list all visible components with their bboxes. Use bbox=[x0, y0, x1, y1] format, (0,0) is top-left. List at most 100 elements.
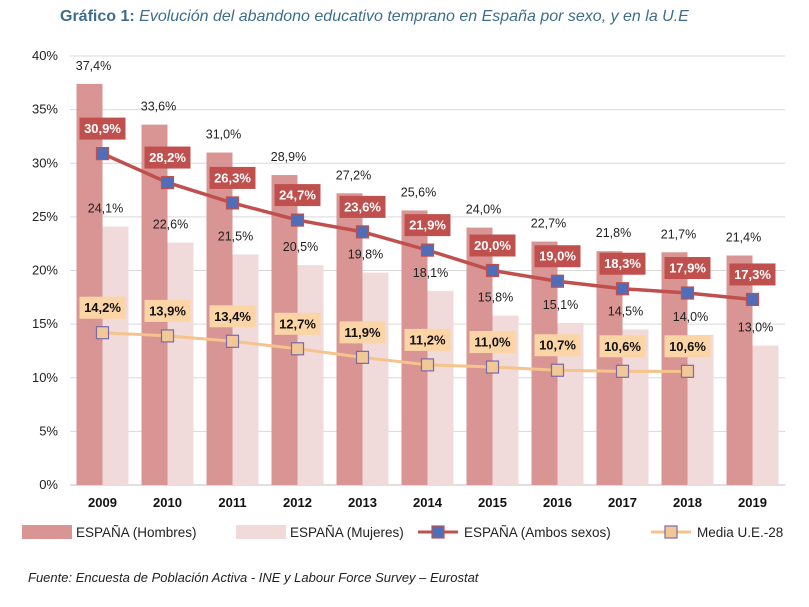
data-label-ue: 11,9% bbox=[344, 325, 381, 340]
marker-ue bbox=[160, 329, 175, 343]
bar-mujeres bbox=[167, 242, 194, 485]
data-label-mujeres: 21,5% bbox=[218, 229, 253, 243]
data-label-hombres: 37,4% bbox=[76, 59, 111, 73]
legend-label: ESPAÑA (Mujeres) bbox=[290, 525, 404, 540]
y-tick-label: 30% bbox=[32, 155, 58, 170]
data-label-hombres: 21,4% bbox=[726, 230, 761, 244]
marker-ue bbox=[225, 334, 240, 348]
y-tick-label: 20% bbox=[32, 263, 58, 278]
data-label-ambos-box bbox=[599, 252, 646, 275]
data-label-hombres: 21,8% bbox=[596, 226, 631, 240]
marker-ue bbox=[355, 350, 370, 364]
x-tick-label: 2011 bbox=[218, 495, 246, 510]
legend-swatch bbox=[236, 525, 286, 539]
marker-ue bbox=[550, 363, 565, 377]
data-label-ambos: 23,6% bbox=[344, 199, 381, 214]
marker-ue bbox=[615, 364, 630, 378]
data-label-ue-box bbox=[274, 312, 321, 335]
legend-swatch bbox=[22, 525, 72, 539]
bar-mujeres bbox=[362, 272, 389, 485]
data-label-ue-box bbox=[339, 321, 386, 344]
data-label-hombres: 22,7% bbox=[531, 217, 566, 231]
y-tick-label: 10% bbox=[32, 370, 58, 385]
bar-mujeres bbox=[427, 290, 454, 485]
bar-mujeres bbox=[232, 254, 259, 485]
x-tick-label: 2016 bbox=[543, 495, 572, 510]
marker-ambos bbox=[355, 225, 370, 239]
data-label-ambos: 17,3% bbox=[734, 267, 771, 282]
data-label-ambos: 28,2% bbox=[149, 150, 186, 165]
data-label-ue: 10,7% bbox=[539, 338, 576, 353]
data-label-ue-box bbox=[209, 305, 256, 328]
data-label-ambos: 26,3% bbox=[214, 170, 251, 185]
data-label-ambos-box bbox=[404, 214, 451, 237]
marker-ue bbox=[680, 364, 695, 378]
data-label-hombres: 21,7% bbox=[661, 227, 696, 241]
x-tick-label: 2017 bbox=[608, 495, 637, 510]
chart-title-label: Gráfico 1: bbox=[60, 8, 135, 25]
data-label-ambos: 30,9% bbox=[84, 121, 121, 136]
data-label-ambos-box bbox=[534, 245, 581, 268]
legend-marker bbox=[431, 525, 445, 539]
data-label-mujeres: 20,5% bbox=[283, 240, 318, 254]
x-tick-label: 2009 bbox=[88, 495, 117, 510]
data-label-ue: 11,2% bbox=[409, 332, 446, 347]
data-label-ambos: 17,9% bbox=[669, 261, 706, 276]
data-label-ambos: 20,0% bbox=[474, 238, 511, 253]
legend-label: ESPAÑA (Hombres) bbox=[76, 525, 197, 540]
marker-ambos bbox=[550, 274, 565, 288]
data-label-mujeres: 22,6% bbox=[153, 218, 188, 232]
data-label-ambos-box bbox=[469, 234, 516, 257]
chart-svg: 0% 5% 10% 15% 20% 25% 30% 35% 40% 2009 2010 2011 201… bbox=[22, 48, 785, 540]
x-tick-label: 2013 bbox=[348, 495, 377, 510]
data-label-ambos: 21,9% bbox=[409, 218, 446, 233]
data-label-ue-box bbox=[404, 328, 451, 351]
data-label-ue-box bbox=[534, 334, 581, 357]
data-label-ambos-box bbox=[664, 257, 711, 280]
legend-marker bbox=[664, 525, 678, 539]
marker-ambos bbox=[160, 175, 175, 190]
marker-ambos bbox=[420, 243, 435, 257]
data-label-ambos-box bbox=[209, 166, 256, 189]
data-label-ue: 11,0% bbox=[474, 335, 511, 350]
data-label-mujeres: 13,0% bbox=[738, 321, 773, 335]
bar-hombres bbox=[76, 83, 103, 485]
bar-mujeres bbox=[297, 265, 324, 485]
data-label-ue: 12,7% bbox=[279, 316, 316, 331]
data-label-hombres: 25,6% bbox=[401, 185, 436, 199]
legend-label: Media U.E.-28 bbox=[697, 525, 783, 540]
y-tick-label: 40% bbox=[32, 48, 58, 63]
data-label-ue-box bbox=[469, 331, 516, 354]
marker-ue bbox=[485, 360, 500, 374]
data-label-ue-box bbox=[79, 296, 126, 319]
x-tick-label: 2012 bbox=[283, 495, 312, 510]
data-label-mujeres: 14,0% bbox=[673, 310, 708, 324]
data-label-ue: 10,6% bbox=[604, 339, 641, 354]
marker-ue bbox=[95, 326, 110, 340]
legend-label: ESPAÑA (Ambos sexos) bbox=[464, 525, 611, 540]
bar-mujeres bbox=[102, 226, 129, 485]
x-tick-label: 2015 bbox=[478, 495, 507, 510]
data-label-hombres: 31,0% bbox=[206, 128, 241, 142]
y-tick-label: 35% bbox=[32, 102, 58, 117]
data-label-mujeres: 14,5% bbox=[608, 304, 643, 318]
chart-title-text: Evolución del abandono educativo tempran… bbox=[139, 8, 689, 25]
marker-ambos bbox=[615, 282, 630, 296]
bar-mujeres bbox=[752, 345, 779, 485]
marker-ambos bbox=[745, 292, 760, 307]
data-label-hombres: 28,9% bbox=[271, 150, 306, 164]
bar-hombres bbox=[726, 255, 753, 485]
data-label-ambos: 19,0% bbox=[539, 249, 576, 264]
data-label-ue: 13,9% bbox=[149, 303, 186, 318]
x-tick-label: 2010 bbox=[153, 495, 182, 510]
data-label-mujeres: 15,8% bbox=[478, 291, 513, 305]
chart-title: Gráfico 1: Evolución del abandono educat… bbox=[60, 8, 689, 26]
marker-ambos bbox=[225, 196, 240, 210]
x-tick-label: 2019 bbox=[738, 495, 767, 510]
data-label-ambos-box bbox=[274, 184, 321, 207]
data-label-hombres: 27,2% bbox=[336, 168, 371, 182]
data-label-ue: 14,2% bbox=[84, 300, 121, 315]
data-label-mujeres: 24,1% bbox=[88, 202, 123, 216]
marker-ambos bbox=[290, 213, 305, 227]
marker-ambos bbox=[485, 263, 500, 278]
